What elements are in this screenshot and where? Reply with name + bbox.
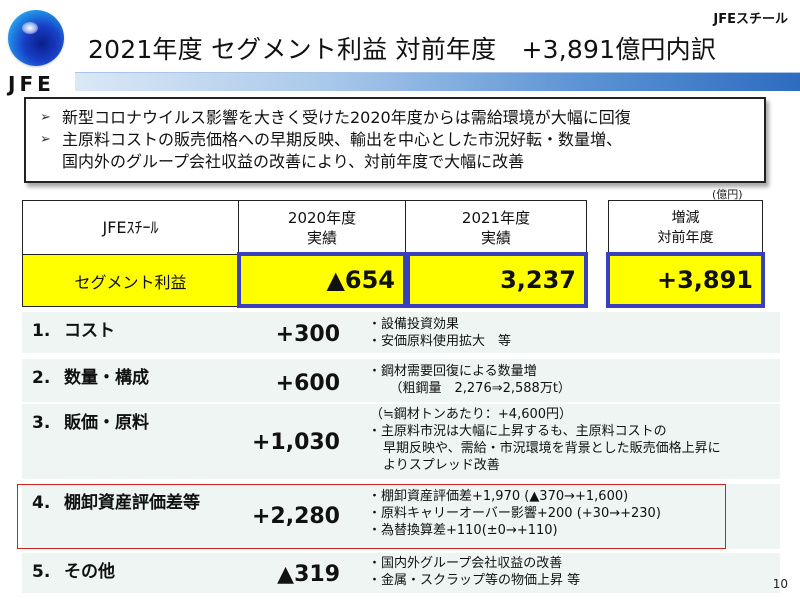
row-amount: +300: [275, 322, 340, 347]
row-number: 1.: [32, 321, 51, 341]
row-label-text: 数量・構成: [64, 368, 149, 388]
row-label: 1. コスト: [32, 316, 115, 341]
arrowhead-bullet-icon: ➢: [40, 132, 51, 147]
note-item: 棚卸資産評価差+1,970 (▲370→+1,600): [370, 488, 661, 505]
row-number: 4.: [32, 493, 51, 513]
row-number: 2.: [32, 368, 51, 388]
note-item: （粗鋼量 2,276⇒2,588万t）: [383, 381, 571, 396]
summary-line: ➢ 新型コロナウイルス影響を大きく受けた2020年度からは需給環境が大幅に回復: [40, 107, 764, 129]
row-amount: +1,030: [251, 430, 340, 455]
jfe-logo-globe-icon: [8, 10, 64, 66]
header-change: 増減 対前年度: [608, 200, 763, 255]
note-item: 安価原料使用拡大 等: [370, 333, 511, 350]
arrowhead-bullet-icon: ➢: [40, 110, 51, 125]
note-item: 早期反映や、需給・市況環境を背景とした販売価格上昇に: [383, 441, 721, 456]
row-label: 3. 販価・原料: [32, 408, 149, 433]
row-label-text: コスト: [64, 321, 115, 341]
summary-text: 新型コロナウイルス影響を大きく受けた2020年度からは需給環境が大幅に回復: [62, 108, 631, 127]
header-fy2020-line2: 実績: [306, 228, 337, 247]
header-company-text: JFEｽﾁｰﾙ: [102, 217, 159, 237]
row-label: 4. 棚卸資産評価差等: [32, 488, 200, 513]
note-item: 鋼材需要回復による数量増: [370, 363, 571, 380]
header-fy2020-line1: 2020年度: [287, 208, 357, 227]
summary-text: 国内外のグループ会社収益の改善により、対前年度で大幅に改善: [62, 152, 525, 171]
header-fy2021-line2: 実績: [480, 228, 511, 247]
title-gradient-bar: [75, 72, 800, 91]
page-number: 10: [772, 577, 788, 591]
header-change-line2: 対前年度: [657, 229, 714, 246]
header-fy2021: 2021年度 実績: [405, 200, 587, 255]
row-label-text: 販価・原料: [64, 413, 149, 433]
breakdown-row-inventory: 4. 棚卸資産評価差等 +2,280 棚卸資産評価差+1,970 (▲370→+1…: [22, 484, 780, 549]
unit-label: (億円): [712, 188, 743, 201]
row-notes: （≒鋼材トンあたり：+4,600円） 主原料市況は大幅に上昇するも、主原料コスト…: [370, 406, 721, 474]
segment-profit-label-text: セグメント利益: [74, 272, 187, 292]
row-amount: +600: [275, 371, 340, 396]
row-label: 2. 数量・構成: [32, 363, 149, 388]
segment-profit-label: セグメント利益: [22, 254, 239, 307]
breakdown-row-price: 3. 販価・原料 +1,030 （≒鋼材トンあたり：+4,600円） 主原料市況は…: [22, 404, 780, 479]
breakdown-row-other: 5. その他 ▲319 国内外グループ会社収益の改善 金属・スクラップ等の物価上昇…: [22, 553, 780, 593]
row-notes: 鋼材需要回復による数量増 （粗鋼量 2,276⇒2,588万t）: [370, 363, 571, 397]
summary-line: 国内外のグループ会社収益の改善により、対前年度で大幅に改善: [40, 151, 764, 173]
row-amount: ▲319: [277, 562, 340, 587]
company-name: JFEスチール: [713, 12, 788, 27]
note-item: よりスプレッド改善: [383, 458, 500, 473]
header-fy2020: 2020年度 実績: [238, 200, 406, 255]
row-notes: 国内外グループ会社収益の改善 金属・スクラップ等の物価上昇 等: [370, 555, 580, 589]
note-item: 原料キャリーオーバー影響+200 (+30→+230): [370, 505, 661, 522]
note-item: 金属・スクラップ等の物価上昇 等: [370, 572, 580, 589]
row-number: 5.: [32, 562, 51, 582]
page-title: 2021年度 セグメント利益 対前年度 +3,891億円内訳: [88, 35, 717, 64]
note-item: 設備投資効果: [370, 316, 511, 333]
breakdown-row-cost: 1. コスト +300 設備投資効果 安価原料使用拡大 等: [22, 312, 780, 353]
segment-profit-fy2020: ▲654: [237, 252, 407, 308]
summary-box: ➢ 新型コロナウイルス影響を大きく受けた2020年度からは需給環境が大幅に回復 …: [24, 97, 766, 183]
row-notes: 設備投資効果 安価原料使用拡大 等: [370, 316, 511, 350]
breakdown-row-volume: 2. 数量・構成 +600 鋼材需要回復による数量増 （粗鋼量 2,276⇒2,5…: [22, 359, 780, 402]
header-fy2021-line1: 2021年度: [461, 208, 531, 227]
summary-line: ➢ 主原料コストの販売価格への早期反映、輸出を中心とした市況好転・数量増、: [40, 129, 764, 151]
row-label-text: その他: [64, 562, 115, 582]
note-item: 国内外グループ会社収益の改善: [370, 555, 580, 572]
header-change-line1: 増減: [671, 209, 700, 226]
row-amount: +2,280: [251, 504, 340, 529]
note-item: （≒鋼材トンあたり：+4,600円）: [370, 407, 573, 422]
row-label-text: 棚卸資産評価差等: [64, 493, 200, 513]
summary-text: 主原料コストの販売価格への早期反映、輸出を中心とした市況好転・数量増、: [62, 130, 623, 149]
note-item: 為替換算差+110(±0→+110): [370, 522, 661, 539]
row-number: 3.: [32, 413, 51, 433]
header-company: JFEｽﾁｰﾙ: [22, 200, 239, 255]
segment-profit-change: +3,891: [606, 252, 765, 308]
segment-profit-fy2021: 3,237: [406, 252, 588, 308]
row-label: 5. その他: [32, 557, 115, 582]
note-item: 主原料市況は大幅に上昇するも、主原料コストの: [370, 423, 721, 440]
row-notes: 棚卸資産評価差+1,970 (▲370→+1,600) 原料キャリーオーバー影響…: [370, 488, 661, 539]
logo-text: JFE: [8, 72, 55, 96]
logo-shine: [22, 22, 38, 34]
